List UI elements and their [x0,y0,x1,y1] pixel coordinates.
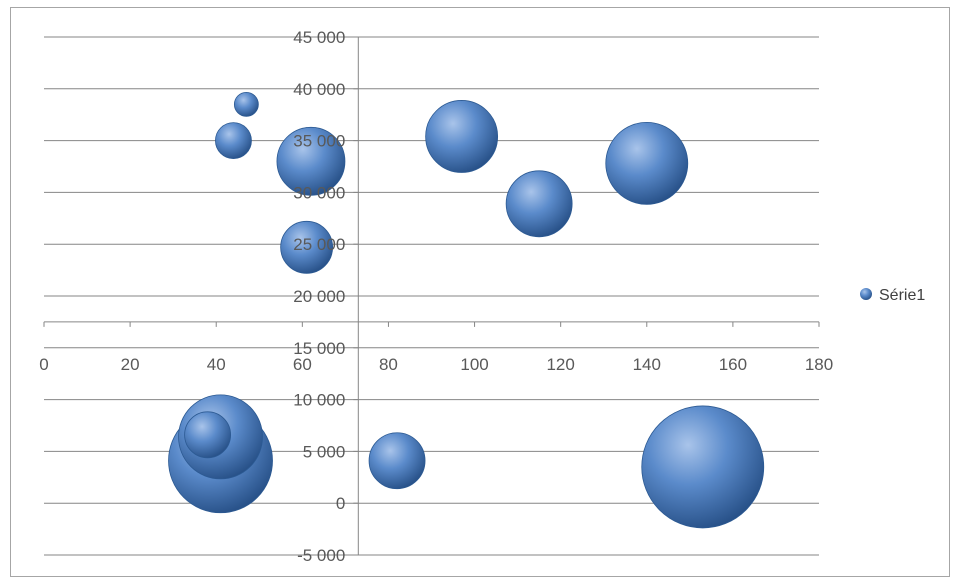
x-tick-label: 40 [207,355,226,374]
y-tick-label: 25 000 [293,235,345,254]
bubble-point [425,100,499,173]
tick-labels: -5 000 0 5 000 10 000 15 000 20 000 25 000 30 0… [39,28,833,565]
y-tick-label: 30 000 [293,183,345,202]
bubbles [168,91,765,529]
bubble-point [184,411,232,459]
y-tick-label: 5 000 [303,442,346,461]
bubble-point [215,122,252,160]
x-tick-label: 20 [121,355,140,374]
bubble-point [605,121,689,205]
bubble-point [641,405,765,529]
y-tick-label: 40 000 [293,80,345,99]
y-tick-label: 20 000 [293,287,345,306]
bubble-point [233,91,259,117]
legend-label: Série1 [879,287,925,304]
y-tick-label: -5 000 [297,546,345,565]
x-tick-label: 80 [379,355,398,374]
x-tick-label: 0 [39,355,48,374]
x-tick-label: 120 [546,355,574,374]
legend-marker [860,288,872,300]
y-tick-label: 45 000 [293,28,345,47]
y-tick-label: 15 000 [293,339,345,358]
bubble-point [276,126,346,196]
y-tick-label: 10 000 [293,391,345,410]
legend: Série1 [860,287,925,304]
x-tick-label: 160 [719,355,747,374]
x-tick-label: 100 [460,355,488,374]
y-tick-label: 35 000 [293,132,345,151]
bubble-point [280,220,334,274]
x-tick-label: 180 [805,355,833,374]
axes [43,36,820,556]
bubble-point [368,432,426,490]
chart-area [10,7,950,577]
bubble-point [505,170,573,238]
y-tick-label: 0 [336,494,345,513]
x-tick-label: 140 [633,355,661,374]
x-tick-label: 60 [293,355,312,374]
